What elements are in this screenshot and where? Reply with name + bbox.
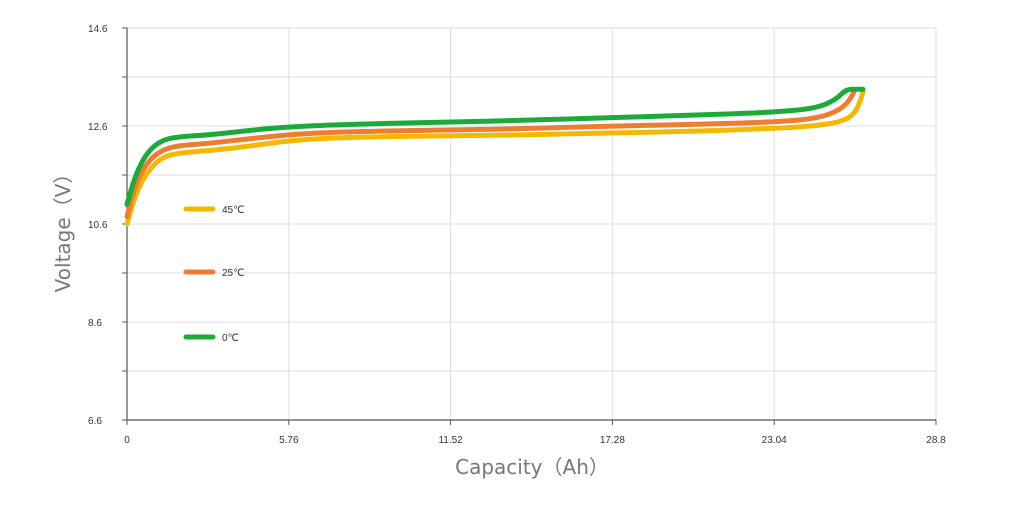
x-axis-title: Capacity（Ah） <box>455 455 609 479</box>
legend: 45℃ 25℃ 0℃ <box>183 205 244 344</box>
legend-label: 25℃ <box>222 268 244 279</box>
grid-lines <box>127 27 937 420</box>
x-tick-label: 23.04 <box>762 435 787 446</box>
y-tick-label: 6.6 <box>88 416 102 427</box>
x-tick-label: 28.8 <box>926 435 946 446</box>
y-tick-label: 10.6 <box>88 220 108 231</box>
legend-label: 45℃ <box>222 205 244 216</box>
tick-labels: 0 5.76 11.52 17.28 23.04 28.8 6.6 8.6 10.6 12.6 14… <box>88 24 946 446</box>
x-tick-label: 11.52 <box>438 435 463 446</box>
y-axis-title: Voltage（V） <box>51 164 75 293</box>
y-tick-label: 12.6 <box>88 122 108 133</box>
x-tick-label: 0 <box>124 435 130 446</box>
y-tick-label: 8.6 <box>88 318 102 329</box>
series-line-25c <box>124 88 857 220</box>
series-line-45c <box>124 89 866 227</box>
y-tick-label: 14.6 <box>88 24 108 35</box>
legend-label: 0℃ <box>222 333 239 344</box>
series-line-0c <box>124 86 866 207</box>
x-tick-label: 5.76 <box>279 435 299 446</box>
x-tick-label: 17.28 <box>600 435 625 446</box>
axes <box>122 27 937 425</box>
series-lines <box>124 86 866 227</box>
